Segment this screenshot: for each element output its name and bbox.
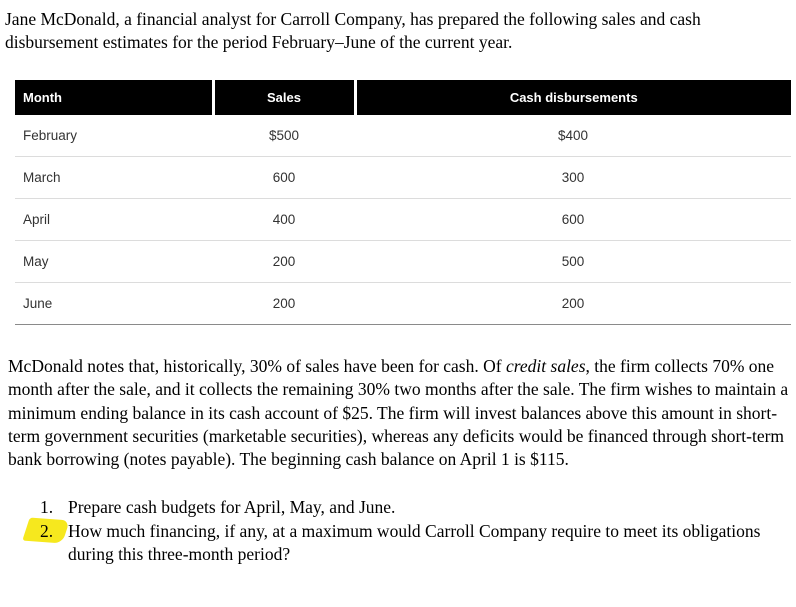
sales-cell: 200 <box>213 240 355 284</box>
table-row: April 400 600 <box>15 198 791 242</box>
document-page: Jane McDonald, a financial analyst for C… <box>0 0 796 566</box>
cash-disbursements-cell: 600 <box>355 198 791 242</box>
sales-cell: $500 <box>213 115 355 158</box>
credit-sales-italic: credit sales <box>505 356 586 377</box>
sales-cell: 600 <box>213 156 355 200</box>
question-number-highlighted: 2. <box>40 520 68 566</box>
table-row: March 600 300 <box>15 156 791 200</box>
table-row: May 200 500 <box>15 240 791 284</box>
notes-paragraph: McDonald notes that, historically, 30% o… <box>8 355 790 471</box>
table-header-month: Month <box>15 80 213 116</box>
table-header-row: Month Sales Cash disbursements <box>15 80 791 116</box>
table-header-cash-disbursements: Cash disbursements <box>353 80 791 116</box>
table-row: June 200 200 <box>15 282 791 326</box>
month-cell: May <box>15 240 213 284</box>
cash-disbursements-cell: 500 <box>355 240 791 284</box>
question-item-2: 2. How much financing, if any, at a maxi… <box>40 520 780 566</box>
question-list: 1. Prepare cash budgets for April, May, … <box>40 496 790 566</box>
notes-text-after-italic: , the firm collects 70% one month after … <box>8 356 789 470</box>
table-header-sales: Sales <box>211 80 355 116</box>
table-row: February $500 $400 <box>15 115 791 158</box>
cash-disbursements-cell: 200 <box>355 282 791 326</box>
intro-paragraph: Jane McDonald, a financial analyst for C… <box>5 9 701 53</box>
month-cell: April <box>15 198 213 242</box>
cash-disbursements-cell: $400 <box>355 115 791 158</box>
question-text: How much financing, if any, at a maximum… <box>68 521 761 565</box>
notes-text-before-italic: McDonald notes that, historically, 30% o… <box>8 356 506 377</box>
month-cell: March <box>15 156 213 200</box>
question-text: Prepare cash budgets for April, May, and… <box>68 496 396 517</box>
question-item-1: 1. Prepare cash budgets for April, May, … <box>40 496 780 519</box>
sales-cell: 200 <box>213 282 355 326</box>
month-cell: February <box>15 115 213 158</box>
sales-estimates-table: Month Sales Cash disbursements February … <box>15 80 791 326</box>
month-cell: June <box>15 282 213 326</box>
sales-cell: 400 <box>213 198 355 242</box>
cash-disbursements-cell: 300 <box>355 156 791 200</box>
question-number: 1. <box>40 496 54 517</box>
